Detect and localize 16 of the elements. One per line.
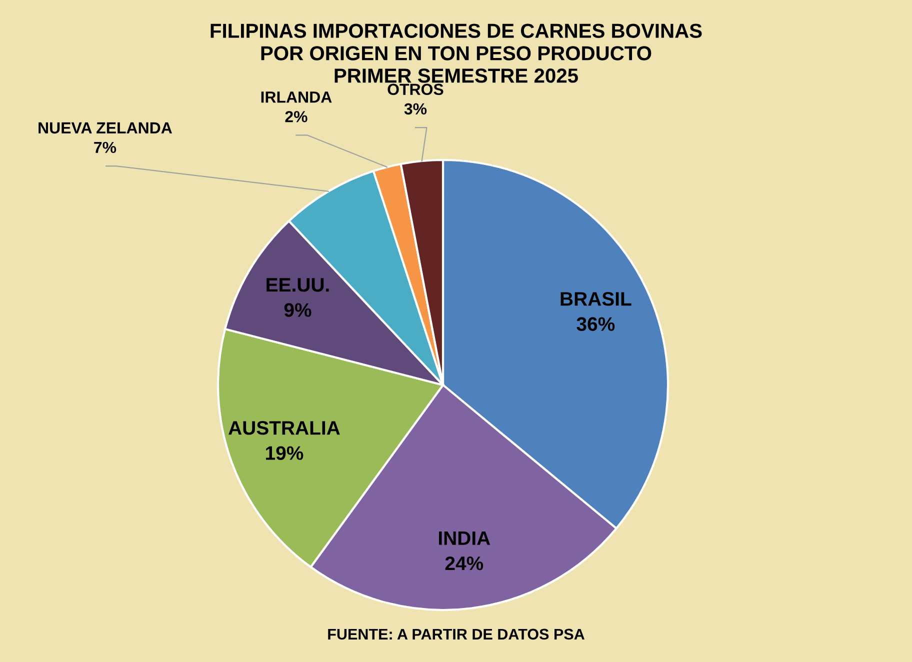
- source-note: FUENTE: A PARTIR DE DATOS PSA: [328, 628, 584, 640]
- slice-label: IRLANDA: [261, 92, 332, 103]
- slice-label: BRASIL: [560, 292, 632, 306]
- data-label: 24%: [445, 556, 484, 570]
- data-label: 7%: [94, 142, 116, 154]
- slice-label: INDIA: [438, 531, 490, 545]
- slice-label: EE.UU.: [266, 278, 329, 292]
- slice-label: OTROS: [388, 84, 444, 96]
- chart-title: FILIPINAS IMPORTACIONES DE CARNES BOVINAS POR ORIGEN EN TON PESO PRODUCTO PRIMER SEMESTRE 2025: [210, 24, 702, 83]
- slice-label: AUSTRALIA: [228, 421, 340, 435]
- data-label: 2%: [285, 110, 308, 122]
- slice-label: NUEVA ZELANDA: [38, 122, 172, 134]
- data-label: 9%: [284, 303, 312, 317]
- data-label: 3%: [404, 103, 427, 115]
- data-label: 36%: [576, 317, 615, 331]
- data-label: 19%: [266, 446, 304, 460]
